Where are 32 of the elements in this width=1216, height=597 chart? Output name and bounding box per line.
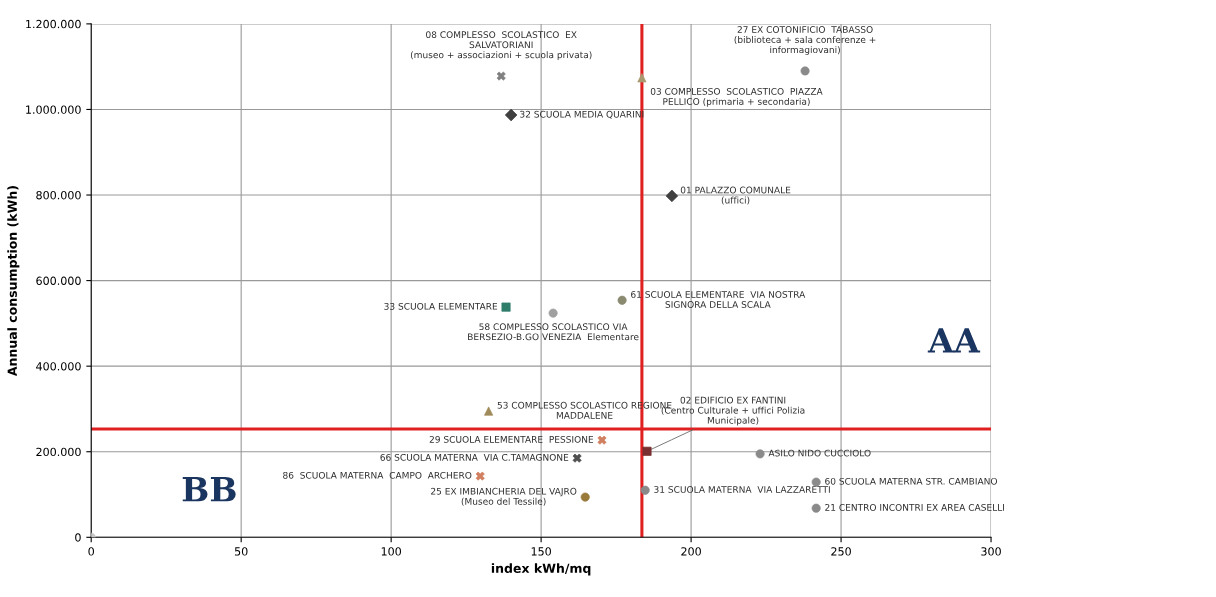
series-label: 29 SCUOLA ELEMENTARE PESSIONE bbox=[429, 435, 594, 443]
x-axis-title: index kWh/mq bbox=[491, 563, 591, 576]
annotation: BB bbox=[182, 477, 236, 502]
series-label: 66 SCUOLA MATERNA VIA C.TAMAGNONE bbox=[380, 453, 569, 461]
x-tick-label: 150 bbox=[531, 547, 551, 556]
annotation: AA bbox=[927, 328, 981, 353]
series-label: 25 EX IMBIANCHERIA DEL VAJRO (Museo del Tessile) bbox=[431, 487, 577, 506]
y-tick-label: 1.200.000 bbox=[26, 19, 81, 29]
x-tick-label: 0 bbox=[88, 547, 94, 556]
x-tick-label: 200 bbox=[681, 547, 701, 556]
y-axis-title: Annual consumption (kWh) bbox=[7, 186, 20, 377]
x-tick-label: 250 bbox=[831, 547, 851, 556]
y-tick-label: 0 bbox=[75, 533, 81, 542]
series-label: 86 SCUOLA MATERNA CAMPO ARCHERO bbox=[283, 471, 472, 479]
y-tick-label: 400.000 bbox=[36, 362, 81, 371]
series-label: 03 COMPLESSO SCOLASTICO PIAZZA PELLICO (primaria + secondaria) bbox=[650, 87, 823, 107]
y-tick-label: 800.000 bbox=[36, 190, 81, 200]
series-label: 01 PALAZZO COMUNALE (uffici) bbox=[680, 186, 791, 205]
y-tick-label: 600.000 bbox=[36, 276, 81, 285]
text: 08 COMPLESSO SCOLASTICO EX SALVATORIANI (museo + associazioni + scuola privata) bbox=[410, 31, 592, 60]
x-tick-label: 50 bbox=[234, 547, 248, 556]
y-tick-label: 1.000.000 bbox=[26, 105, 81, 114]
text: 27 EX COTONIFICIO TABASSO (biblioteca + sala conferenze + informagiovani) bbox=[734, 26, 876, 55]
x-tick-label: 300 bbox=[981, 547, 1001, 556]
x-tick-label: 100 bbox=[381, 547, 402, 556]
series-label: ASILO NIDO CUCCIOLO bbox=[768, 449, 871, 457]
series-label: 31 SCUOLA MATERNA VIA LAZZARETTI bbox=[654, 486, 830, 493]
series-label: 60 SCUOLA MATERNA STR. CAMBIANO bbox=[825, 477, 998, 485]
series-label: 58 COMPLESSO SCOLASTICO VIA BERSEZIO-B.GO VENEZIA Elementare bbox=[468, 323, 639, 341]
series-label: 33 SCUOLA ELEMENTARE bbox=[384, 302, 498, 310]
series-label: 21 CENTRO INCONTRI EX AREA CASELLI bbox=[825, 504, 1004, 511]
y-tick-label: 200.000 bbox=[36, 447, 81, 457]
